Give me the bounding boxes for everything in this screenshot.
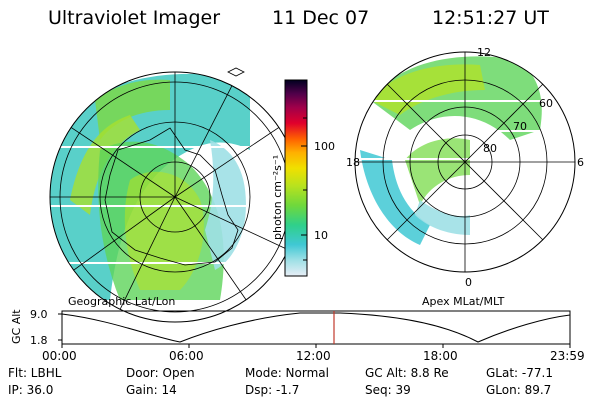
geo-caption: Geographic Lat/Lon	[68, 295, 176, 308]
apex-lat-60: 60	[539, 97, 553, 110]
status-ip: IP: 36.0	[8, 383, 54, 397]
apex-mlt-12: 12	[477, 46, 491, 59]
status-glon: GLon: 89.7	[486, 383, 552, 397]
altitude-ylabel: GC Alt	[10, 309, 23, 344]
altitude-xtick-4: 23:59	[550, 349, 585, 363]
status-gain: Gain: 14	[126, 383, 177, 397]
status-mode: Mode: Normal	[245, 366, 329, 380]
geographic-map	[49, 67, 301, 323]
altitude-plot	[58, 310, 571, 348]
color-scale-bar	[284, 79, 308, 277]
apex-lat-80: 80	[483, 142, 497, 155]
altitude-xtick-3: 18:00	[423, 349, 458, 363]
altitude-ytick-low: 1.8	[30, 334, 48, 347]
colorbar-tick-100: 100	[314, 140, 335, 153]
apex-polar-map	[354, 51, 576, 273]
status-flt: Flt: LBHL	[8, 366, 62, 380]
altitude-ytick-high: 9.0	[30, 308, 48, 321]
instrument-title: Ultraviolet Imager	[48, 7, 221, 29]
status-glat: GLat: -77.1	[486, 366, 553, 380]
status-dsp: Dsp: -1.7	[245, 383, 300, 397]
colorbar-unit-label: photon cm⁻²s⁻¹	[271, 154, 284, 240]
apex-lat-70: 70	[513, 120, 527, 133]
altitude-xtick-0: 00:00	[42, 349, 77, 363]
time-label: 12:51:27 UT	[432, 7, 549, 29]
apex-mlt-0: 0	[465, 276, 472, 289]
colorbar-tick-10: 10	[314, 229, 328, 242]
altitude-xtick-1: 06:00	[169, 349, 204, 363]
status-seq: Seq: 39	[365, 383, 411, 397]
status-door: Door: Open	[126, 366, 195, 380]
altitude-xtick-2: 12:00	[296, 349, 331, 363]
apex-mlt-6: 6	[577, 156, 584, 169]
apex-mlt-18: 18	[346, 156, 360, 169]
date-label: 11 Dec 07	[272, 7, 370, 29]
status-gc-alt: GC Alt: 8.8 Re	[365, 366, 449, 380]
apex-caption: Apex MLat/MLT	[422, 295, 505, 308]
